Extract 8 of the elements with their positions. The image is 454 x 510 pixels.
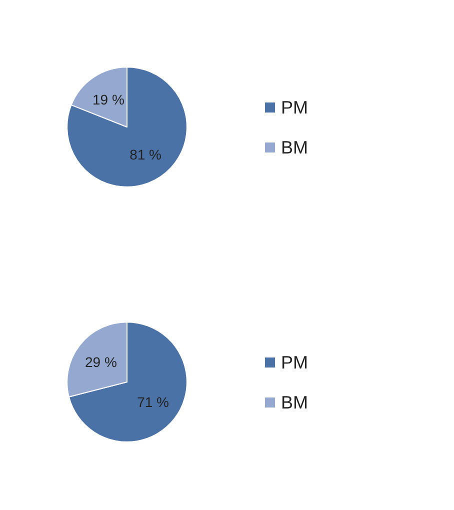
data-label: 19 % (92, 92, 124, 108)
legend-label: BM (281, 138, 308, 158)
legend-label: PM (281, 98, 308, 118)
data-label: 71 % (137, 394, 170, 410)
legend-label: PM (281, 352, 308, 372)
data-label: 81 % (130, 146, 162, 162)
data-label: 29 % (84, 354, 117, 370)
legend-label: BM (281, 392, 308, 412)
